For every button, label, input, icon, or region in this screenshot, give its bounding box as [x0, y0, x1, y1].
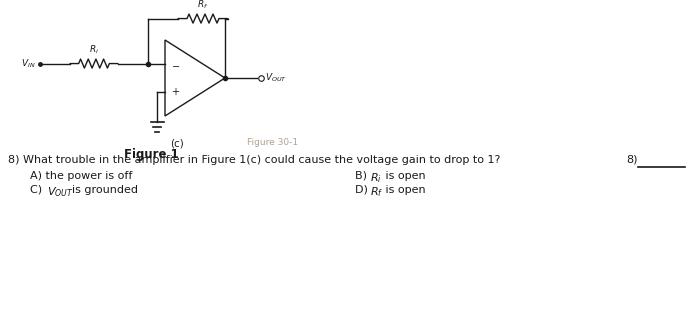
Text: $R_i$: $R_i$	[370, 171, 382, 185]
Text: C): C)	[30, 185, 46, 195]
Text: $-$: $-$	[171, 59, 180, 69]
Text: $V_{OUT}$: $V_{OUT}$	[47, 185, 74, 199]
Text: 8) What trouble in the amplifier in Figure 1(c) could cause the voltage gain to : 8) What trouble in the amplifier in Figu…	[8, 155, 500, 165]
Text: Figure 30-1: Figure 30-1	[247, 139, 298, 147]
Text: $V_{OUT}$: $V_{OUT}$	[265, 72, 287, 84]
Text: $R_f$: $R_f$	[197, 0, 209, 11]
Text: 8): 8)	[626, 155, 638, 165]
Text: is open: is open	[382, 171, 426, 181]
Text: A) the power is off: A) the power is off	[30, 171, 132, 181]
Text: B): B)	[355, 171, 370, 181]
Text: Figure 1: Figure 1	[124, 149, 179, 162]
Text: is open: is open	[382, 185, 426, 195]
Text: $+$: $+$	[171, 86, 180, 97]
Text: $R_f$: $R_f$	[370, 185, 384, 199]
Text: $V_{IN}$: $V_{IN}$	[22, 57, 36, 70]
Text: is grounded: is grounded	[72, 185, 138, 195]
Text: D): D)	[355, 185, 372, 195]
Text: $R_i$: $R_i$	[89, 43, 99, 56]
Text: (c): (c)	[170, 139, 184, 149]
